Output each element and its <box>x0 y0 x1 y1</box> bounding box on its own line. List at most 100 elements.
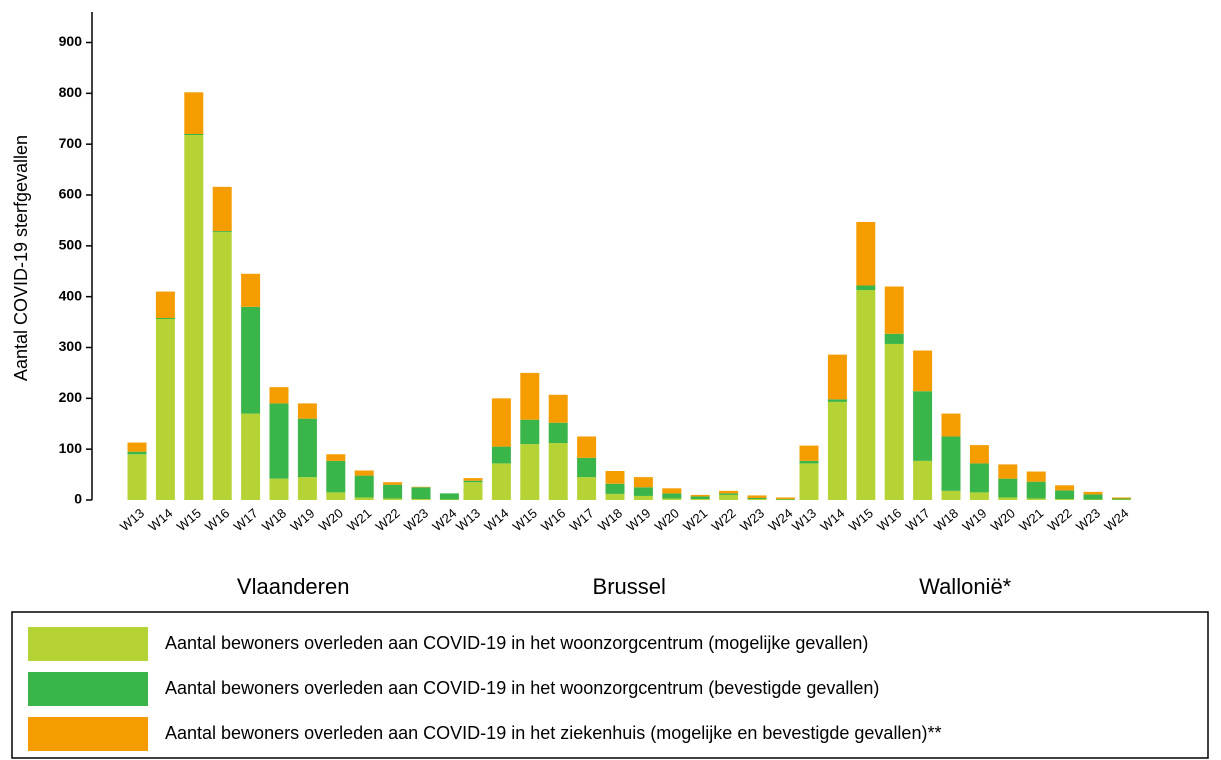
y-tick-label: 500 <box>59 237 83 253</box>
bar-segment <box>577 436 597 458</box>
y-tick-label: 0 <box>74 491 82 507</box>
bar-segment <box>827 399 847 402</box>
bar-segment <box>411 498 431 500</box>
x-tick-label: W14 <box>145 505 175 534</box>
bar-segment <box>269 478 289 500</box>
bar-segment <box>941 490 961 500</box>
x-tick-label: W14 <box>481 505 511 534</box>
x-tick-label: W21 <box>1016 505 1046 534</box>
bar-segment <box>548 422 568 444</box>
bar-segment <box>998 497 1018 500</box>
x-tick-label: W18 <box>931 505 961 534</box>
bar-segment <box>633 495 653 500</box>
x-tick-label: W18 <box>595 505 625 534</box>
x-tick-label: W21 <box>680 505 710 534</box>
bar-segment <box>775 497 795 499</box>
y-tick-label: 900 <box>59 33 83 49</box>
bar-segment <box>1083 499 1103 500</box>
bar-segment <box>241 413 261 500</box>
bar-segment <box>969 492 989 500</box>
bar-segment <box>941 436 961 491</box>
bar-segment <box>241 306 261 414</box>
group-label: Vlaanderen <box>237 574 350 599</box>
x-tick-label: W23 <box>1073 505 1103 534</box>
bar-segment <box>633 487 653 496</box>
bar-segment <box>184 92 204 134</box>
legend-label: Aantal bewoners overleden aan COVID-19 i… <box>165 678 879 698</box>
x-tick-label: W22 <box>373 505 403 534</box>
y-tick-label: 400 <box>59 287 83 303</box>
bar-segment <box>1055 485 1075 491</box>
bar-segment <box>747 498 767 500</box>
bar-segment <box>913 460 933 500</box>
legend-swatch <box>28 672 148 706</box>
bar-segment <box>799 460 819 464</box>
x-tick-label: W19 <box>959 505 989 534</box>
x-tick-label: W17 <box>567 505 597 534</box>
bar-segment <box>184 134 204 136</box>
bar-segment <box>127 442 147 452</box>
x-tick-label: W20 <box>652 505 682 534</box>
bar-segment <box>799 445 819 461</box>
bar-segment <box>662 498 682 500</box>
bar-segment <box>884 333 904 344</box>
bar-segment <box>775 499 795 500</box>
bar-segment <box>269 387 289 404</box>
x-tick-label: W14 <box>817 505 847 534</box>
bar-segment <box>411 487 431 499</box>
bar-segment <box>719 494 739 500</box>
bar-segment <box>463 478 483 481</box>
bar-segment <box>605 483 625 494</box>
bar-segment <box>969 445 989 464</box>
bar-segment <box>491 446 511 464</box>
bar-segment <box>297 403 317 419</box>
bar-segment <box>690 494 710 497</box>
x-tick-label: W21 <box>344 505 374 534</box>
bar-segment <box>913 391 933 461</box>
bar-segment <box>520 444 540 500</box>
x-tick-label: W13 <box>789 505 819 534</box>
bar-segment <box>127 451 147 455</box>
x-tick-label: W23 <box>737 505 767 534</box>
bar-segment <box>439 499 459 500</box>
bar-segment <box>690 496 710 499</box>
bar-segment <box>383 498 403 500</box>
bar-segment <box>1026 481 1046 499</box>
bar-segment <box>326 492 346 500</box>
bar-segment <box>548 443 568 500</box>
bar-segment <box>998 464 1018 479</box>
bar-segment <box>827 401 847 500</box>
bar-segment <box>354 470 374 476</box>
bar-segment <box>1026 471 1046 482</box>
bar-segment <box>463 482 483 500</box>
bar-segment <box>212 186 232 232</box>
x-tick-label: W20 <box>988 505 1018 534</box>
x-tick-label: W24 <box>1101 505 1131 534</box>
legend-label: Aantal bewoners overleden aan COVID-19 i… <box>165 633 868 653</box>
bar-segment <box>297 418 317 478</box>
y-tick-label: 700 <box>59 135 83 151</box>
bar-segment <box>491 463 511 500</box>
bar-segment <box>326 460 346 493</box>
bar-segment <box>269 403 289 479</box>
x-tick-label: W17 <box>231 505 261 534</box>
x-tick-label: W13 <box>117 505 147 534</box>
bar-segment <box>662 493 682 499</box>
bar-segment <box>633 477 653 488</box>
y-tick-label: 300 <box>59 338 83 354</box>
bar-segment <box>241 273 261 307</box>
bar-segment <box>662 488 682 494</box>
bar-segment <box>856 285 876 291</box>
y-tick-label: 800 <box>59 84 83 100</box>
bar-segment <box>690 498 710 500</box>
bar-segment <box>856 290 876 500</box>
bar-segment <box>884 286 904 334</box>
bar-segment <box>212 231 232 233</box>
bar-segment <box>856 221 876 286</box>
bar-segment <box>212 232 232 500</box>
bar-segment <box>127 454 147 500</box>
x-tick-label: W19 <box>287 505 317 534</box>
bar-segment <box>1111 497 1131 499</box>
x-tick-label: W22 <box>709 505 739 534</box>
